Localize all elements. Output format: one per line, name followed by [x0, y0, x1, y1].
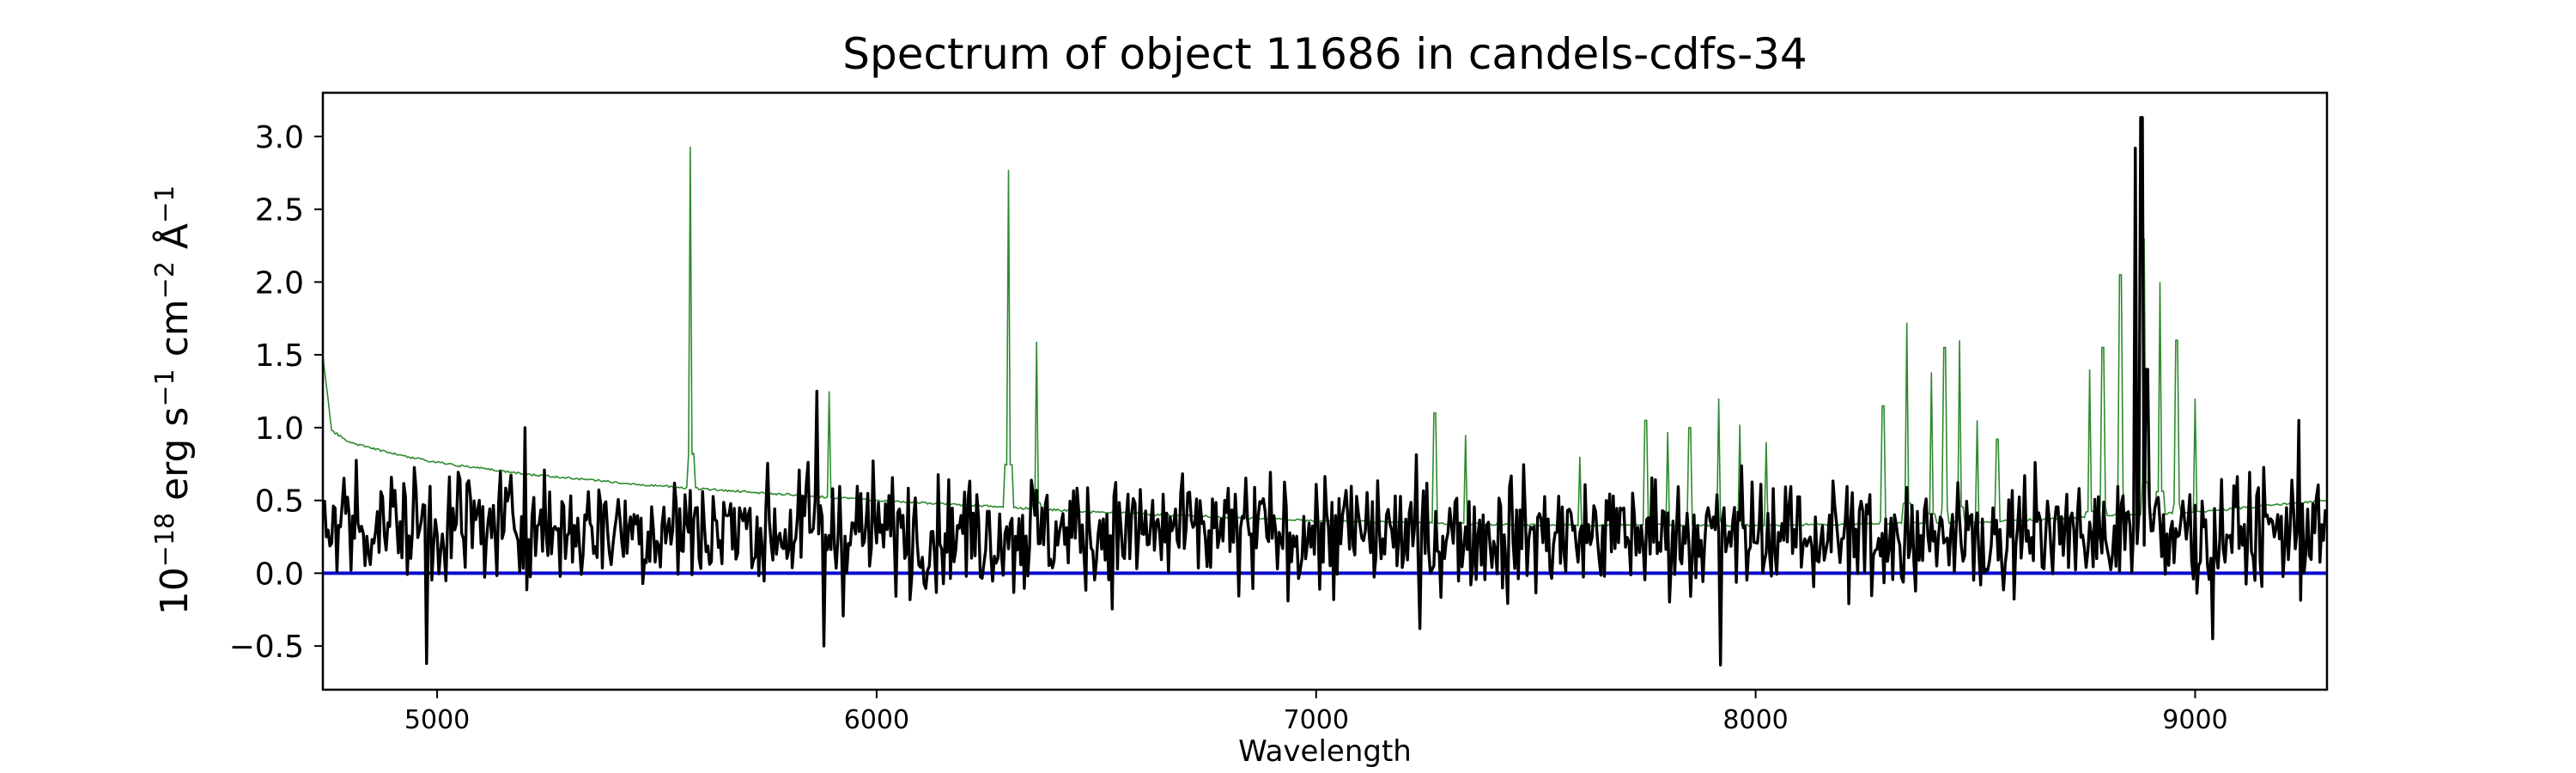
y-axis-label-unit: cm	[152, 299, 197, 369]
x-tick-label: 5000	[404, 705, 470, 735]
x-tick-label: 9000	[2162, 705, 2227, 735]
x-tick-label: 6000	[844, 705, 909, 735]
y-axis-label-unit: Å	[152, 223, 197, 262]
plot-frame	[321, 91, 2329, 691]
x-axis-label: Wavelength	[1238, 734, 1412, 769]
y-axis-label-exp: −1	[150, 368, 181, 407]
x-tick-label: 8000	[1722, 705, 1788, 735]
model-spectrum-line	[323, 146, 2327, 527]
y-tick-label: −0.5	[229, 630, 304, 665]
y-axis-label-unit: erg s	[152, 406, 197, 513]
y-axis-label-exp: −1	[150, 185, 181, 224]
y-tick-label: 2.5	[255, 193, 304, 228]
x-tick-label: 7000	[1284, 705, 1349, 735]
y-tick-label: 3.0	[255, 120, 304, 155]
y-axis-label-prefix: 10	[152, 567, 197, 616]
x-axis: 5000 6000 7000 8000 9000	[404, 690, 2228, 735]
chart-title: Spectrum of object 11686 in candels-cdfs…	[842, 29, 1807, 79]
y-axis-label-exp: −2	[150, 261, 181, 300]
flux-spectrum-line	[323, 116, 2327, 666]
y-axis: −0.5 0.0 0.5 1.0 1.5 2.0 2.5 3.0	[229, 120, 323, 665]
y-tick-label: 0.0	[255, 557, 304, 592]
y-tick-label: 1.5	[255, 338, 304, 374]
plot-area	[321, 91, 2329, 691]
y-axis-label: 10−18 erg s−1 cm−2 Å−1	[150, 186, 197, 615]
y-tick-label: 1.0	[255, 411, 304, 447]
y-tick-label: 0.5	[255, 484, 304, 520]
y-axis-label-exp: −18	[150, 512, 181, 568]
y-tick-label: 2.0	[255, 265, 304, 301]
